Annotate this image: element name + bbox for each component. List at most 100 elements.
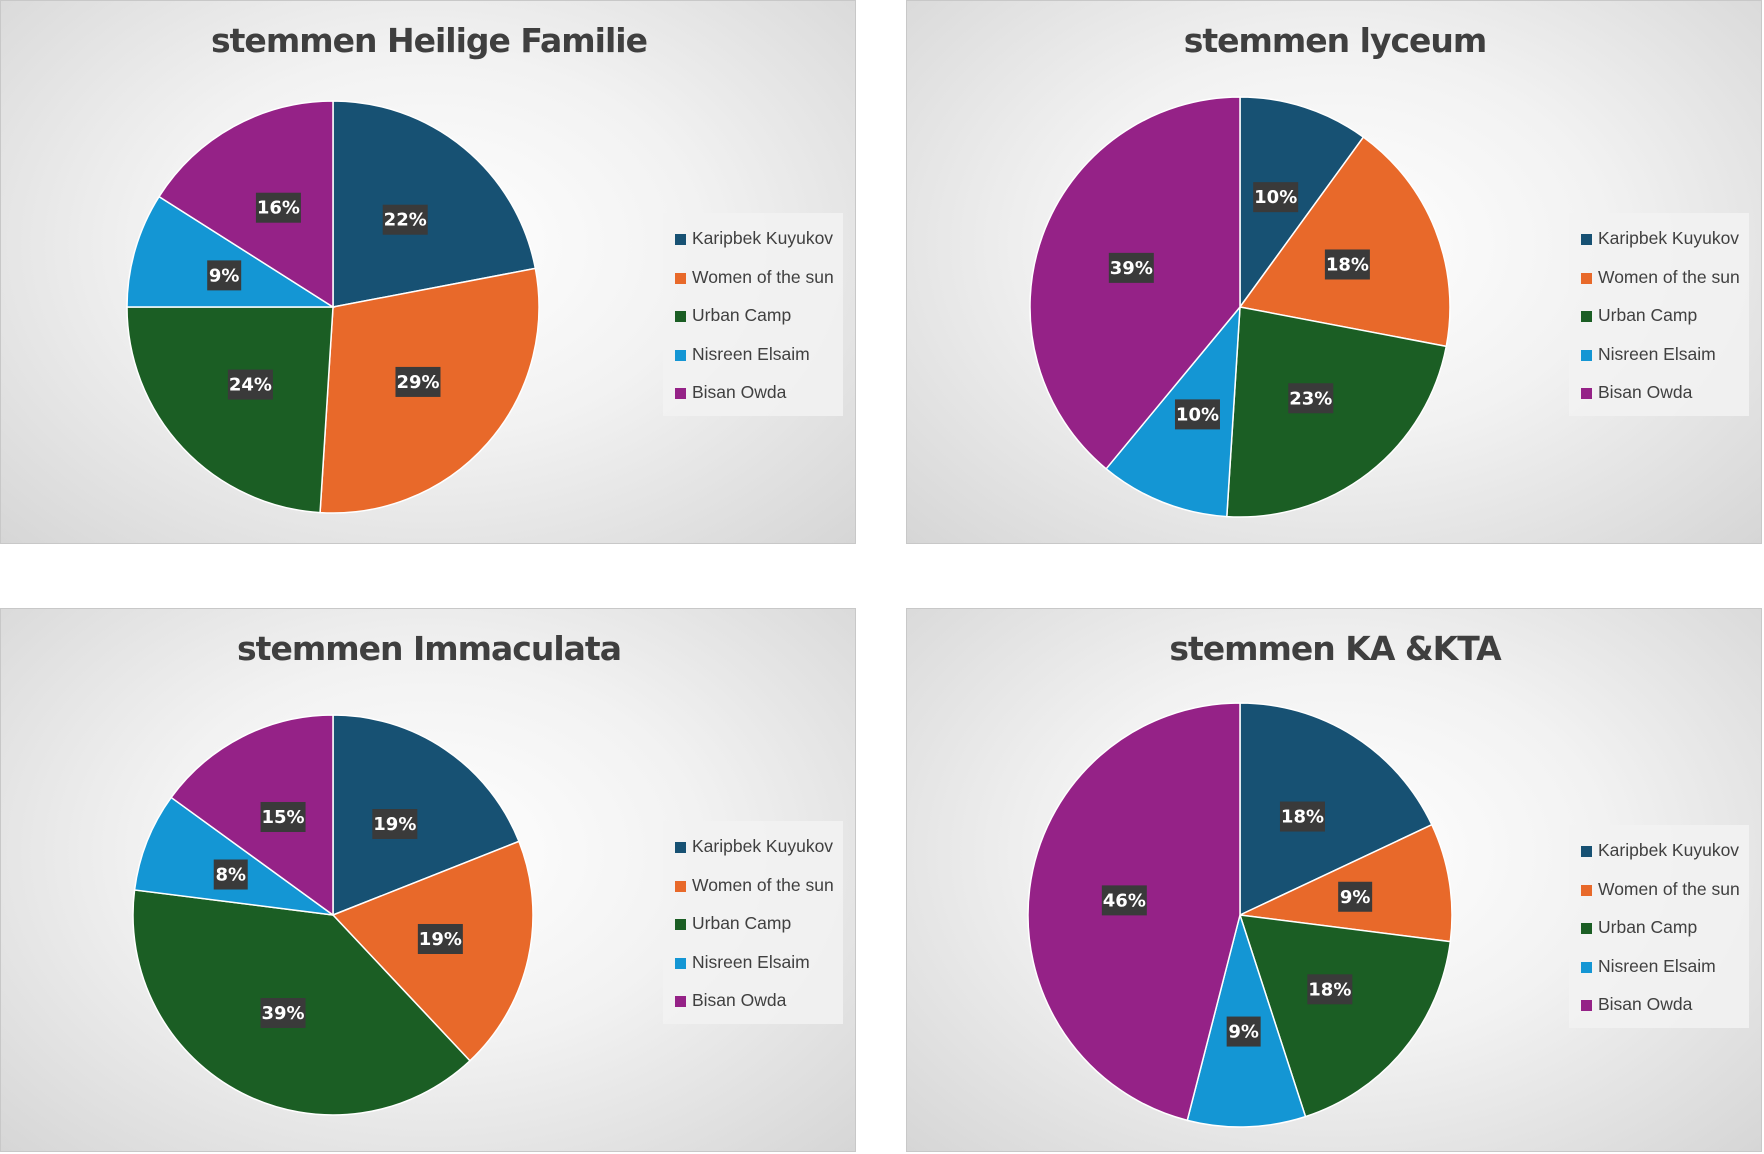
data-label-urban-camp: 18% (1307, 974, 1353, 1005)
legend-swatch (675, 919, 686, 930)
data-label-text: 18% (1281, 807, 1324, 828)
legend-item-karipbek-kuyukov: Karipbek Kuyukov (1569, 831, 1749, 870)
data-label-text: 22% (384, 210, 427, 231)
data-label-karipbek-kuyukov: 22% (382, 204, 428, 235)
data-label-text: 29% (396, 372, 439, 393)
legend-label: Urban Camp (692, 913, 792, 933)
legend-item-nisreen-elsaim: Nisreen Elsaim (1569, 947, 1749, 986)
legend-item-nisreen-elsaim: Nisreen Elsaim (663, 335, 843, 374)
legend-swatch (675, 234, 686, 245)
data-label-bisan-owda: 39% (1108, 252, 1154, 283)
data-label-women-of-the-sun: 9% (1338, 881, 1373, 912)
data-label-urban-camp: 39% (260, 998, 306, 1029)
legend-item-karipbek-kuyukov: Karipbek Kuyukov (1569, 219, 1749, 258)
data-label-urban-camp: 24% (227, 369, 273, 400)
chart-title: stemmen lyceum (1183, 21, 1488, 60)
pie-chart: 22% 29% 24% 9% 16% (126, 100, 540, 514)
data-label-nisreen-elsaim: 8% (213, 859, 248, 890)
legend-label: Women of the sun (692, 266, 834, 287)
pie-slice-urban-camp (126, 306, 334, 514)
legend-label: Women of the sun (1598, 878, 1740, 899)
legend-label: Nisreen Elsaim (692, 951, 810, 972)
legend-label: Karipbek Kuyukov (1598, 228, 1740, 248)
data-label-box (260, 998, 306, 1029)
pie-chart: 10% 18% 23% 10% 39% (1029, 96, 1451, 518)
legend-label: Nisreen Elsaim (692, 343, 810, 364)
legend-label: Nisreen Elsaim (1598, 343, 1716, 364)
data-label-women-of-the-sun: 18% (1324, 249, 1370, 280)
data-label-text: 16% (257, 198, 300, 219)
pie-slice-karipbek-kuyukov (1239, 96, 1365, 310)
legend-label: Bisan Owda (1598, 994, 1693, 1014)
pie-chart: 18% 9% 18% 9% 46% (1027, 702, 1453, 1128)
data-label-text: 9% (209, 265, 240, 286)
legend-label: Urban Camp (1598, 917, 1698, 937)
data-label-bisan-owda: 16% (255, 192, 301, 223)
data-label-text: 23% (1289, 388, 1332, 409)
data-label-box (1307, 974, 1353, 1005)
legend-label: Urban Camp (1598, 305, 1698, 325)
legend-swatch (1581, 961, 1592, 973)
pie-slice-women-of-the-sun (1238, 136, 1451, 348)
chart-legend: Karipbek Kuyukov Women of the sun Urban … (1569, 825, 1749, 1028)
data-label-box (1253, 182, 1299, 213)
data-label-box (1174, 399, 1220, 430)
legend-swatch (675, 842, 686, 853)
data-label-bisan-owda: 15% (260, 801, 306, 832)
chart-panel-lyceum: stemmen lyceum 10% 18% 23% 10% 39% Karipbek … (906, 0, 1762, 544)
data-label-box (255, 192, 301, 223)
legend-label: Bisan Owda (1598, 382, 1693, 402)
data-label-box (213, 859, 248, 890)
legend-item-women-of-the-sun: Women of the sun (1569, 258, 1749, 297)
data-label-nisreen-elsaim: 10% (1174, 399, 1220, 430)
legend-item-karipbek-kuyukov: Karipbek Kuyukov (663, 219, 843, 258)
legend-label: Karipbek Kuyukov (692, 836, 834, 856)
data-label-nisreen-elsaim: 9% (1226, 1016, 1261, 1047)
legend-swatch (1581, 311, 1592, 322)
chart-panel-ka-kta: stemmen KA &KTA 18% 9% 18% 9% 46% Karipbek K… (906, 608, 1762, 1152)
legend-swatch (1581, 388, 1592, 399)
legend-item-nisreen-elsaim: Nisreen Elsaim (663, 943, 843, 982)
data-label-box (207, 260, 242, 291)
legend-swatch (675, 311, 686, 322)
legend-label: Urban Camp (692, 305, 792, 325)
legend-swatch (1581, 846, 1592, 857)
legend-label: Karipbek Kuyukov (1598, 840, 1740, 860)
data-label-text: 15% (262, 807, 305, 828)
legend-label: Women of the sun (1598, 266, 1740, 287)
data-label-text: 10% (1254, 187, 1297, 208)
legend-item-bisan-owda: Bisan Owda (663, 373, 843, 412)
legend-item-urban-camp: Urban Camp (663, 904, 843, 943)
legend-swatch (1581, 1000, 1592, 1011)
data-label-text: 18% (1308, 979, 1351, 1000)
pie-slice-karipbek-kuyukov (332, 100, 537, 308)
legend-item-women-of-the-sun: Women of the sun (663, 258, 843, 297)
chart-panel-heilige-familie: stemmen Heilige Familie 22% 29% 24% 9% 16% K… (0, 0, 856, 544)
legend-swatch (1581, 272, 1592, 284)
data-label-box (1226, 1016, 1261, 1047)
pie-slice-nisreen-elsaim (1105, 304, 1241, 518)
legend-item-urban-camp: Urban Camp (663, 296, 843, 335)
legend-label: Nisreen Elsaim (1598, 955, 1716, 976)
data-label-text: 18% (1326, 254, 1369, 275)
legend-swatch (1581, 884, 1592, 896)
legend-item-women-of-the-sun: Women of the sun (663, 866, 843, 905)
pie-slice-bisan-owda (158, 100, 334, 309)
legend-swatch (675, 388, 686, 399)
pie-slice-urban-camp (1226, 306, 1448, 518)
legend-item-bisan-owda: Bisan Owda (1569, 373, 1749, 412)
legend-item-karipbek-kuyukov: Karipbek Kuyukov (663, 827, 843, 866)
data-label-text: 19% (419, 929, 462, 950)
legend-swatch (675, 996, 686, 1007)
pie-slice-bisan-owda (1029, 96, 1241, 470)
data-label-text: 19% (373, 814, 416, 835)
legend-label: Bisan Owda (692, 990, 787, 1010)
data-label-karipbek-kuyukov: 10% (1253, 182, 1299, 213)
chart-legend: Karipbek Kuyukov Women of the sun Urban … (663, 213, 843, 416)
legend-swatch (1581, 923, 1592, 934)
pie-slice-bisan-owda (170, 714, 334, 917)
data-label-text: 24% (229, 375, 272, 396)
data-label-women-of-the-sun: 29% (395, 366, 441, 397)
chart-panel-immaculata: stemmen Immaculata 19% 19% 39% 8% 15% Karipb… (0, 608, 856, 1152)
legend-swatch (675, 880, 686, 892)
